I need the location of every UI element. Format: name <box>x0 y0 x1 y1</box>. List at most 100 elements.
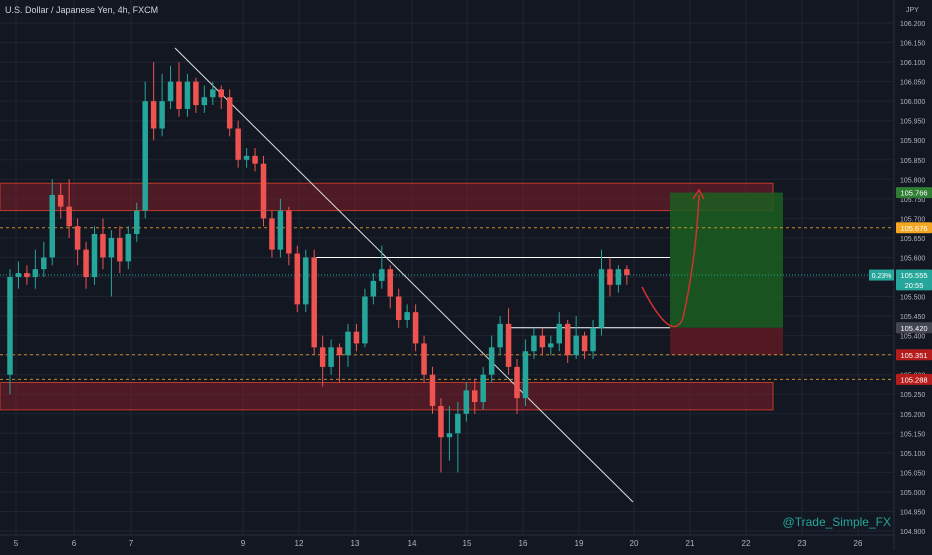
candle <box>117 226 123 274</box>
candle-body <box>379 269 385 281</box>
time-tick-label: 9 <box>241 539 246 548</box>
candle-body <box>167 81 174 102</box>
candle <box>319 335 326 387</box>
candle-body <box>319 347 326 367</box>
candle-body <box>480 374 486 403</box>
time-axis[interactable]: 5 6 7 9 12 13 14 15 16 19 20 21 22 23 26 <box>14 539 863 548</box>
time-tick-label: 19 <box>575 539 584 548</box>
candle-body <box>49 194 55 258</box>
candle <box>176 62 182 117</box>
candle-body <box>497 323 503 348</box>
candle <box>353 323 360 352</box>
long-position-tool[interactable] <box>670 192 783 355</box>
candle <box>573 316 579 360</box>
currency-label: JPY <box>906 7 919 14</box>
candle <box>294 245 301 313</box>
time-tick-label: 22 <box>742 539 751 548</box>
price-tick-label: 105.850 <box>900 158 925 165</box>
price-tick-label: 105.750 <box>900 197 925 204</box>
candle-body <box>201 97 208 106</box>
position-target-area[interactable] <box>670 192 783 328</box>
candle-body <box>243 155 250 160</box>
projection-curve <box>641 194 700 328</box>
candle-body <box>218 89 224 98</box>
candle <box>531 327 537 360</box>
candle-body <box>573 335 579 356</box>
candle-body <box>328 347 334 367</box>
candle-body <box>581 335 588 352</box>
candle <box>455 402 461 473</box>
candle <box>100 218 106 270</box>
price-tag-time: 20:55 <box>896 279 932 291</box>
candle <box>615 265 622 293</box>
candle-body <box>556 323 562 344</box>
candle-body <box>32 269 39 277</box>
price-tick-label: 105.200 <box>900 412 925 419</box>
time-tick-label: 16 <box>519 539 528 548</box>
candle <box>210 81 216 106</box>
price-tick-label: 105.600 <box>900 255 925 262</box>
candle-body <box>598 269 605 328</box>
candle-body <box>184 81 191 109</box>
candle-body <box>395 296 402 320</box>
candle-body <box>590 327 596 352</box>
change-badge: 0.23% <box>869 269 894 281</box>
candle <box>91 226 98 285</box>
time-tick-label: 21 <box>686 539 695 548</box>
candle-body <box>260 163 267 219</box>
price-tick-label: 106.000 <box>900 99 925 106</box>
time-tick-label: 15 <box>463 539 472 548</box>
price-tick-label: 105.000 <box>900 490 925 497</box>
candle-body <box>125 234 132 262</box>
candle <box>505 308 512 375</box>
candle <box>429 366 436 414</box>
candles <box>7 62 630 473</box>
price-tick-label: 106.100 <box>900 60 925 67</box>
candle-body <box>15 273 22 277</box>
candle <box>564 319 571 363</box>
candle-body <box>472 390 478 403</box>
candle <box>590 319 596 360</box>
candle <box>463 382 470 422</box>
time-tick-label: 23 <box>798 539 807 548</box>
candle-body <box>252 155 258 164</box>
price-tick-label: 105.100 <box>900 451 925 458</box>
candle-body <box>607 269 613 285</box>
time-tick-label: 20 <box>630 539 639 548</box>
candle-body <box>117 237 123 262</box>
candle-body <box>176 81 182 109</box>
time-tick-label: 5 <box>14 539 19 548</box>
time-tick-label: 14 <box>408 539 417 548</box>
change-badge-text: 0.23% <box>872 273 892 280</box>
candle-body <box>108 237 115 258</box>
candle-body <box>277 210 284 250</box>
candle <box>497 316 503 356</box>
candle-body <box>455 413 461 434</box>
position-stop-area[interactable] <box>670 327 783 355</box>
candle <box>32 249 39 289</box>
candle-body <box>463 390 470 414</box>
candle-body <box>412 312 419 344</box>
candle <box>226 89 233 137</box>
candle <box>41 241 47 277</box>
price-axis[interactable]: 106.200 106.150 106.100 106.050 106.000 105.9… <box>900 21 925 536</box>
candle-body <box>235 128 241 160</box>
candle <box>7 269 13 395</box>
candle <box>167 65 174 109</box>
candle <box>74 218 81 266</box>
candle-body <box>311 257 317 348</box>
price-tag-current: 105.555 <box>896 269 932 281</box>
price-tag-background <box>896 322 932 334</box>
candle <box>514 359 520 414</box>
candle <box>303 249 309 313</box>
candle <box>269 210 275 258</box>
overlays <box>641 188 705 328</box>
symbol-title: U.S. Dollar / Japanese Yen, 4h, FXCM <box>5 5 158 15</box>
candle-body <box>100 234 106 258</box>
candle-body <box>7 277 13 375</box>
candle <box>421 335 427 383</box>
candle-body <box>421 343 427 375</box>
trend-line <box>174 47 634 503</box>
